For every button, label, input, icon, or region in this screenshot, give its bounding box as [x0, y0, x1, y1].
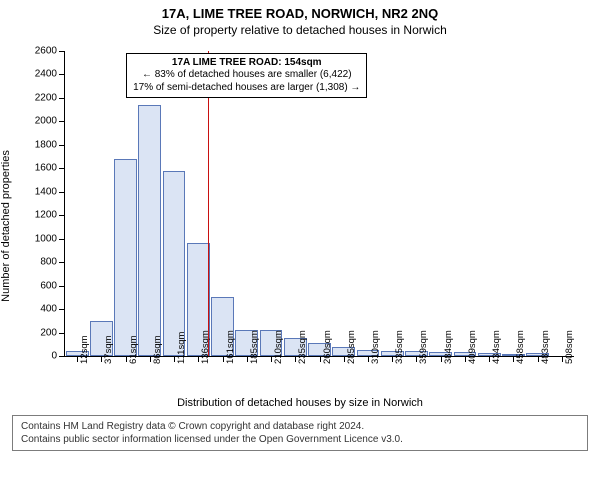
x-tick-label: 359sqm	[418, 330, 429, 364]
annotation-box: 17A LIME TREE ROAD: 154sqm← 83% of detac…	[126, 53, 367, 99]
y-axis-label: Number of detached properties	[0, 150, 12, 302]
x-tick	[320, 356, 321, 362]
x-tick	[174, 356, 175, 362]
x-tick-label: 136sqm	[200, 330, 211, 364]
x-tick-label: 409sqm	[467, 330, 478, 364]
x-tick-label: 285sqm	[346, 330, 357, 364]
annotation-line: ← 83% of detached houses are smaller (6,…	[133, 69, 360, 82]
x-tick-label: 235sqm	[297, 330, 308, 364]
chart-container: Number of detached properties 0200400600…	[10, 41, 590, 411]
x-tick	[150, 356, 151, 362]
x-tick-label: 210sqm	[273, 330, 284, 364]
annotation-line: 17% of semi-detached houses are larger (…	[133, 82, 360, 95]
y-tick-label: 2200	[35, 92, 65, 103]
x-tick-label: 185sqm	[249, 330, 260, 364]
x-tick-label: 434sqm	[491, 330, 502, 364]
x-tick	[247, 356, 248, 362]
histogram-bar	[138, 105, 161, 356]
x-tick	[368, 356, 369, 362]
y-tick-label: 1600	[35, 163, 65, 174]
y-tick-label: 1200	[35, 210, 65, 221]
x-tick	[344, 356, 345, 362]
x-axis-label: Distribution of detached houses by size …	[10, 397, 590, 409]
y-tick-label: 2000	[35, 116, 65, 127]
x-tick-label: 260sqm	[322, 330, 333, 364]
x-tick	[223, 356, 224, 362]
x-tick-label: 335sqm	[394, 330, 405, 364]
y-tick-label: 1400	[35, 186, 65, 197]
x-tick	[465, 356, 466, 362]
x-tick-label: 86sqm	[152, 335, 163, 364]
x-tick-label: 384sqm	[443, 330, 454, 364]
x-tick-label: 61sqm	[128, 335, 139, 364]
x-tick	[271, 356, 272, 362]
y-tick-label: 2600	[35, 46, 65, 57]
page-title: 17A, LIME TREE ROAD, NORWICH, NR2 2NQ	[0, 0, 600, 21]
x-tick	[441, 356, 442, 362]
y-tick-label: 2400	[35, 69, 65, 80]
histogram-bar	[114, 159, 137, 356]
footer-line-1: Contains HM Land Registry data © Crown c…	[21, 420, 579, 433]
footer-line-2: Contains public sector information licen…	[21, 433, 579, 446]
x-tick-label: 37sqm	[103, 335, 114, 364]
y-tick-label: 0	[51, 351, 65, 362]
y-tick-label: 400	[40, 304, 65, 315]
x-tick-label: 161sqm	[225, 330, 236, 364]
page-subtitle: Size of property relative to detached ho…	[0, 21, 600, 37]
x-tick	[126, 356, 127, 362]
y-tick-label: 800	[40, 257, 65, 268]
x-tick-label: 483sqm	[540, 330, 551, 364]
x-tick-label: 458sqm	[515, 330, 526, 364]
x-tick-label: 508sqm	[564, 330, 575, 364]
x-tick	[489, 356, 490, 362]
y-tick-label: 600	[40, 280, 65, 291]
y-tick-label: 1800	[35, 139, 65, 150]
histogram-bar	[163, 171, 186, 356]
y-tick-label: 200	[40, 327, 65, 338]
y-tick-label: 1000	[35, 233, 65, 244]
x-tick	[77, 356, 78, 362]
plot-area: 0200400600800100012001400160018002000220…	[64, 51, 574, 357]
x-tick-label: 12sqm	[79, 335, 90, 364]
x-tick	[538, 356, 539, 362]
annotation-title: 17A LIME TREE ROAD: 154sqm	[133, 57, 360, 70]
x-tick-label: 111sqm	[176, 332, 187, 364]
x-tick	[562, 356, 563, 362]
attribution-footer: Contains HM Land Registry data © Crown c…	[12, 415, 588, 451]
x-tick-label: 310sqm	[370, 330, 381, 364]
